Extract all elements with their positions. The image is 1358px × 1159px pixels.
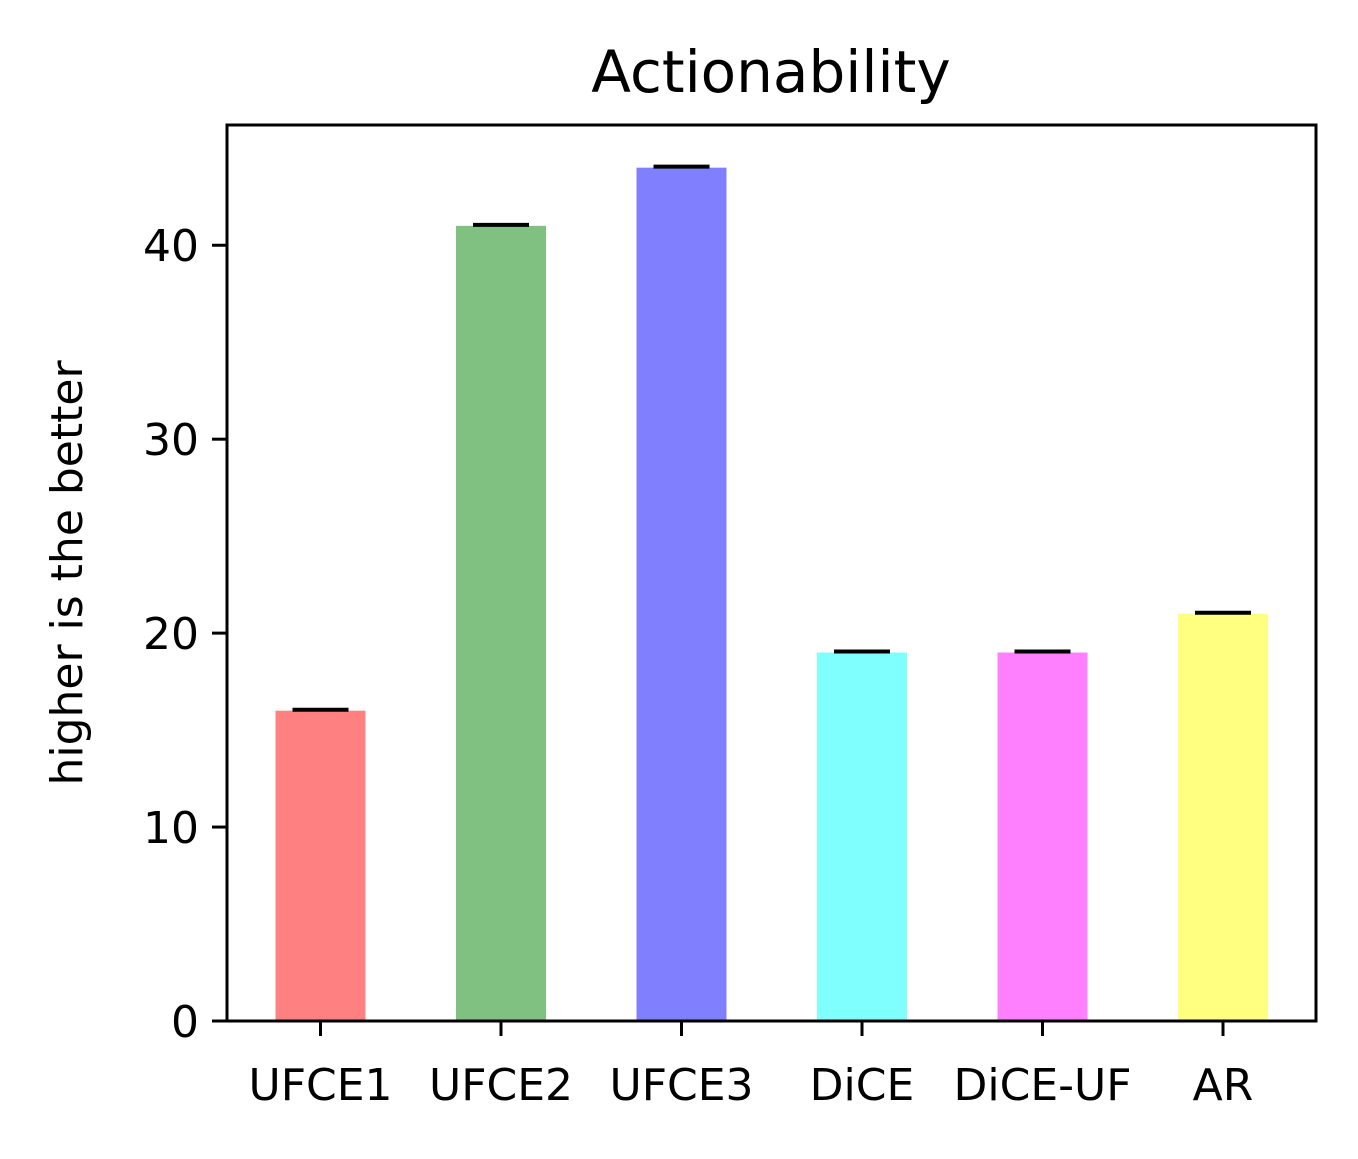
bar-dice <box>817 652 907 1021</box>
bar-dice-uf <box>997 652 1088 1021</box>
y-tick-label: 0 <box>171 997 199 1048</box>
y-tick-label: 20 <box>143 609 199 660</box>
y-axis-label: higher is the better <box>42 360 93 786</box>
x-tick-label: UFCE2 <box>429 1060 573 1111</box>
bar-ar <box>1178 613 1268 1021</box>
plot-frame <box>225 123 1318 1023</box>
x-tick-label: UFCE3 <box>609 1060 753 1111</box>
x-tick-label: AR <box>1193 1060 1254 1111</box>
x-tick-label: DiCE-UF <box>953 1060 1131 1111</box>
chart-title: Actionability <box>591 38 950 106</box>
bar-ufce1 <box>275 710 366 1021</box>
error-bars-layer <box>292 164 1251 712</box>
x-axis-ticks: UFCE1 UFCE2 UFCE3 DiCE DiCE-UF AR <box>248 1021 1253 1111</box>
x-tick-label: UFCE1 <box>248 1060 392 1111</box>
y-tick-label: 30 <box>143 415 199 466</box>
bars-layer <box>275 167 1268 1021</box>
bar-ufce2 <box>456 225 546 1021</box>
y-tick-label: 40 <box>143 221 199 272</box>
y-tick-label: 10 <box>143 803 199 854</box>
x-tick-label: DiCE <box>810 1060 915 1111</box>
y-axis-ticks: 0 10 20 30 40 <box>143 221 227 1048</box>
bar-ufce3 <box>636 167 727 1021</box>
